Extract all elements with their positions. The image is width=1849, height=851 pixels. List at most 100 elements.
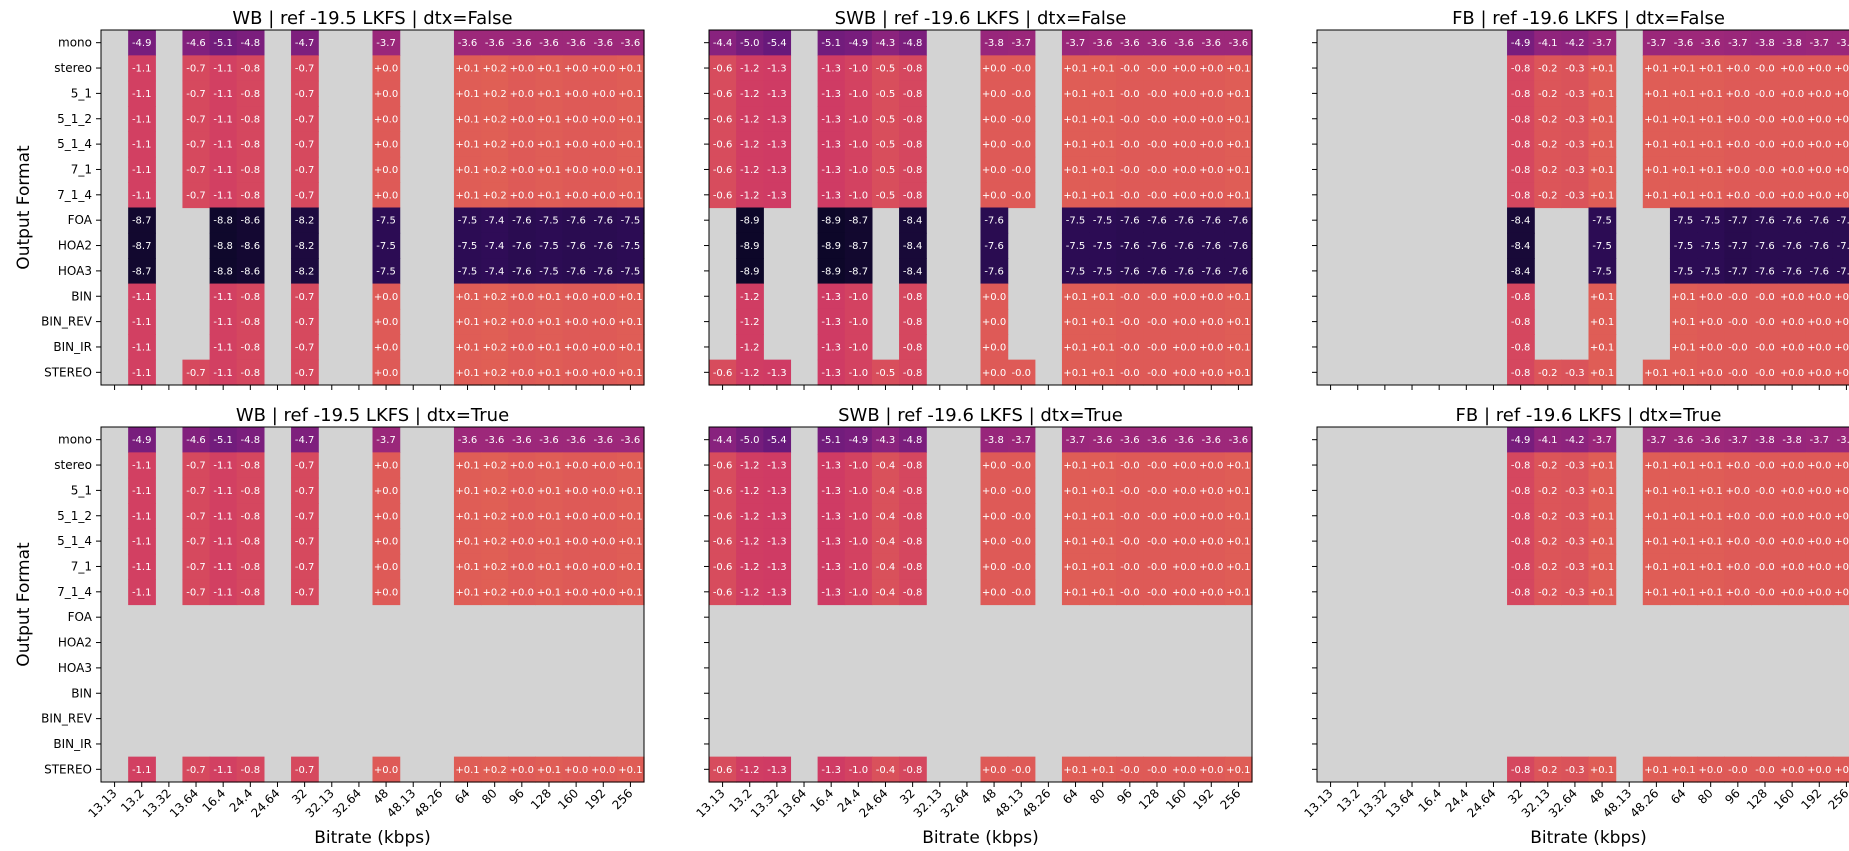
cell-value-label: -0.7 — [186, 190, 206, 201]
heatmap-cell — [709, 756, 737, 783]
cell-value-label: +0.0 — [982, 89, 1006, 100]
cell-value-label: -0.0 — [1011, 89, 1031, 100]
heatmap-cell — [535, 427, 564, 453]
cell-value-label: +0.0 — [982, 342, 1006, 353]
heatmap-cell — [1089, 503, 1117, 530]
cell-value-label: -0.2 — [1538, 486, 1558, 497]
cell-value-label: -0.0 — [1147, 461, 1167, 472]
heatmap-cell — [1805, 156, 1834, 183]
heatmap-cell — [182, 359, 211, 386]
cell-value-label: +0.0 — [1807, 486, 1831, 497]
heatmap-cell — [1805, 131, 1834, 158]
heatmap-cell — [236, 232, 265, 259]
heatmap-cell — [899, 30, 927, 56]
heatmap-cell — [236, 55, 265, 82]
x-tick-label: 32.13 — [1519, 786, 1553, 820]
cell-value-label: -1.1 — [132, 64, 152, 75]
cell-value-label: +0.1 — [455, 64, 479, 75]
heatmap-cell — [1116, 55, 1144, 82]
cell-value-label: -7.6 — [1202, 216, 1222, 227]
cell-value-label: -0.3 — [1565, 562, 1585, 573]
cell-value-label: -8.6 — [241, 216, 261, 227]
heatmap-cell — [980, 579, 1009, 606]
heatmap-cell — [453, 106, 482, 133]
heatmap-cell — [1588, 80, 1617, 107]
cell-value-label: +0.1 — [1644, 114, 1668, 125]
heatmap-cell — [453, 283, 482, 310]
heatmap-cell — [1089, 477, 1117, 504]
heatmap-cell — [616, 182, 645, 209]
cell-value-label: -1.1 — [213, 292, 233, 303]
heatmap-cell — [1197, 477, 1226, 504]
heatmap-cell — [1116, 182, 1144, 209]
heatmap-cell — [236, 359, 265, 386]
heatmap-cell — [1751, 131, 1780, 158]
heatmap-cell — [1507, 503, 1535, 530]
cell-value-label: +0.0 — [591, 587, 615, 598]
cell-value-label: -1.3 — [767, 140, 787, 151]
heatmap-cell — [763, 106, 792, 133]
heatmap-cell — [899, 756, 927, 783]
heatmap-cell — [1832, 80, 1849, 107]
heatmap-cell — [589, 258, 618, 285]
heatmap-cell — [1832, 30, 1849, 56]
heatmap-cell — [453, 131, 482, 158]
heatmap-cell — [1805, 579, 1834, 606]
cell-value-label: +0.1 — [1063, 537, 1087, 548]
cell-value-label: -3.8 — [1755, 38, 1775, 49]
heatmap-cell — [871, 156, 900, 183]
cell-value-label: +0.0 — [510, 511, 534, 522]
cell-value-label: -1.3 — [767, 64, 787, 75]
heatmap-cell — [1588, 579, 1617, 606]
x-tick-label: 96 — [1722, 786, 1743, 807]
heatmap-cell — [817, 756, 846, 783]
x-tick-label: 16.4 — [1416, 786, 1445, 815]
heatmap-cell — [1724, 308, 1752, 335]
heatmap-cell — [1805, 503, 1834, 530]
heatmap-cell — [1007, 106, 1036, 133]
heatmap-cell — [128, 131, 156, 158]
heatmap-cell — [1669, 756, 1698, 783]
x-tick-label: 96 — [506, 786, 527, 807]
cell-value-label: +0.0 — [1199, 114, 1223, 125]
heatmap-cell — [1778, 182, 1807, 209]
cell-value-label: +0.0 — [1172, 342, 1196, 353]
heatmap-cell — [1778, 106, 1807, 133]
cell-value-label: -0.0 — [1011, 461, 1031, 472]
cell-value-label: +0.1 — [455, 765, 479, 776]
heatmap-cell — [1778, 232, 1807, 259]
x-tick-label: 48.13 — [1600, 786, 1634, 820]
heatmap-cell — [1561, 156, 1590, 183]
cell-value-label: +0.0 — [1807, 317, 1831, 328]
heatmap-cell — [1751, 579, 1780, 606]
cell-value-label: -0.8 — [903, 511, 923, 522]
cell-value-label: +0.0 — [1199, 317, 1223, 328]
cell-value-label: +0.1 — [455, 511, 479, 522]
cell-value-label: +0.0 — [1726, 89, 1750, 100]
cell-value-label: +0.1 — [1590, 587, 1614, 598]
cell-value-label: -1.3 — [767, 587, 787, 598]
cell-value-label: +0.1 — [1091, 64, 1115, 75]
heatmap-cell — [1170, 427, 1199, 453]
heatmap-panel: -4.9 -4.6 -5.1 -4.8 -4.7 -3.7 -3.6 -3.6 -3.6 -3.6… — [14, 405, 645, 848]
heatmap-cell — [1805, 756, 1834, 783]
cell-value-label: +0.1 — [1590, 114, 1614, 125]
heatmap-cell — [709, 55, 737, 82]
heatmap-cell — [182, 756, 211, 783]
heatmap-cell — [616, 503, 645, 530]
cell-value-label: +0.0 — [1834, 587, 1849, 598]
cell-value-label: -3.6 — [621, 38, 641, 49]
heatmap-cell — [1007, 182, 1036, 209]
cell-value-label: +0.1 — [455, 89, 479, 100]
heatmap-panel: -4.9 -4.1 -4.2 -3.7 -3.7 -3.6 -3.6 -3.7 -3.8 -3.8… — [1302, 405, 1849, 848]
heatmap-cell — [209, 503, 238, 530]
heatmap-cell — [1561, 55, 1590, 82]
heatmap-cell — [535, 55, 564, 82]
heatmap-cell — [736, 30, 764, 56]
heatmap-cell — [1170, 106, 1199, 133]
cell-value-label: -8.9 — [821, 216, 841, 227]
cell-value-label: +0.1 — [1590, 562, 1614, 573]
heatmap-cell — [817, 503, 846, 530]
heatmap-cell — [481, 756, 509, 783]
heatmap-cell — [1669, 452, 1698, 479]
